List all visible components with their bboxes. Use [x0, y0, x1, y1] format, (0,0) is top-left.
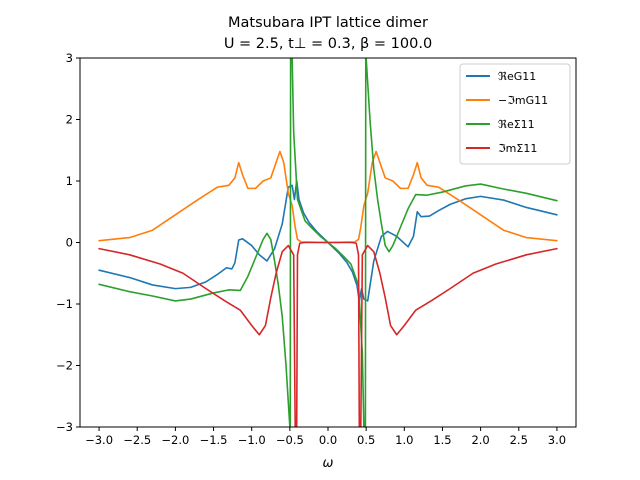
x-tick-label: 1.0	[395, 433, 413, 447]
x-tick-label: −0.5	[276, 433, 304, 447]
legend-box	[459, 63, 571, 165]
x-axis-ticks: −3.0 −2.5 −2.0 −1.5 −1.0 −0.5 0.0 0.5 1.0 1.5 2.0 2…	[85, 427, 566, 447]
series-group	[98, 58, 558, 427]
x-tick-label: −2.5	[123, 433, 151, 447]
x-tick-label: 2.0	[471, 433, 489, 447]
y-tick-label: −1	[56, 297, 73, 311]
legend-label-3: ℜeΣ11	[498, 118, 535, 131]
y-tick-label: −3	[56, 420, 73, 434]
series-line-4	[98, 241, 558, 427]
y-axis-ticks: −3 −2 −1 0 1 2 3	[56, 51, 80, 434]
x-tick-label: 2.5	[510, 433, 528, 447]
x-tick-label: 3.0	[548, 433, 566, 447]
legend-label-4: ℑmΣ11	[498, 142, 537, 155]
y-tick-label: 0	[66, 236, 73, 250]
legend-label-2: −ℑmG11	[498, 94, 548, 107]
x-axis-label: ω	[323, 456, 334, 471]
x-tick-label: 1.5	[433, 433, 451, 447]
legend: ℜeG11 −ℑmG11 ℜeΣ11 ℑmΣ11	[459, 63, 571, 165]
y-tick-label: −2	[56, 359, 73, 373]
legend-label-1: ℜeG11	[498, 70, 536, 83]
x-tick-label: −1.5	[200, 433, 228, 447]
x-tick-label: −3.0	[85, 433, 113, 447]
series-line-1	[98, 180, 558, 302]
chart-title-line1: Matsubara IPT lattice dimer	[228, 15, 428, 31]
y-tick-label: 2	[66, 113, 73, 127]
chart-title-line2: U = 2.5, t⊥ = 0.3, β = 100.0	[224, 36, 432, 52]
x-tick-label: −2.0	[161, 433, 189, 447]
y-tick-label: 1	[66, 174, 73, 188]
x-tick-label: 0.0	[319, 433, 337, 447]
x-tick-label: 0.5	[357, 433, 375, 447]
y-tick-label: 3	[66, 51, 73, 65]
x-tick-label: −1.0	[238, 433, 266, 447]
